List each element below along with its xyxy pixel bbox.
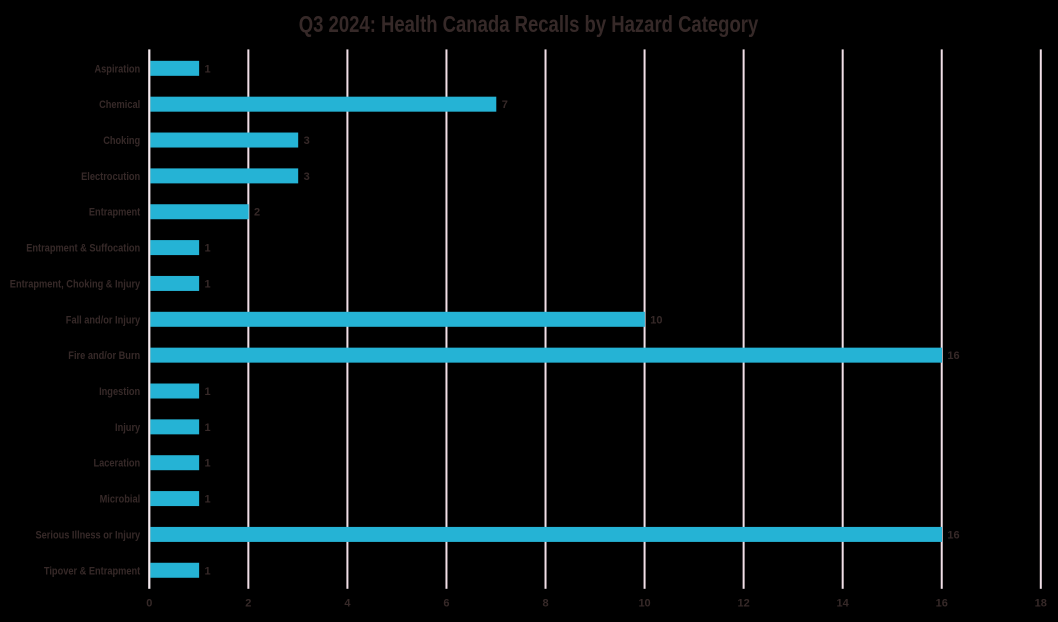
svg-text:Serious Illness or Injury: Serious Illness or Injury bbox=[36, 529, 141, 541]
svg-text:1: 1 bbox=[205, 458, 211, 470]
svg-text:Entrapment, Choking & Injury: Entrapment, Choking & Injury bbox=[10, 278, 141, 290]
svg-text:6: 6 bbox=[443, 598, 449, 610]
svg-text:Aspiration: Aspiration bbox=[95, 63, 141, 75]
svg-text:16: 16 bbox=[936, 598, 948, 610]
svg-text:1: 1 bbox=[205, 386, 211, 398]
svg-text:1: 1 bbox=[205, 278, 211, 290]
svg-text:1: 1 bbox=[205, 63, 211, 75]
svg-text:10: 10 bbox=[638, 598, 650, 610]
svg-text:Laceration: Laceration bbox=[94, 458, 141, 470]
svg-text:2: 2 bbox=[254, 207, 260, 219]
svg-text:1: 1 bbox=[205, 494, 211, 506]
svg-text:Entrapment: Entrapment bbox=[89, 207, 141, 219]
svg-text:Choking: Choking bbox=[103, 135, 140, 147]
svg-text:3: 3 bbox=[304, 171, 310, 183]
svg-text:3: 3 bbox=[304, 135, 310, 147]
svg-text:1: 1 bbox=[205, 422, 211, 434]
svg-text:Tipover & Entrapment: Tipover & Entrapment bbox=[44, 565, 141, 577]
svg-text:Q3 2024: Health Canada Recalls: Q3 2024: Health Canada Recalls by Hazard… bbox=[299, 11, 759, 37]
svg-text:10: 10 bbox=[650, 314, 662, 326]
svg-text:16: 16 bbox=[947, 529, 959, 541]
svg-text:7: 7 bbox=[502, 99, 508, 111]
svg-text:18: 18 bbox=[1035, 598, 1047, 610]
svg-text:Injury: Injury bbox=[115, 422, 141, 434]
svg-text:0: 0 bbox=[146, 598, 152, 610]
svg-text:Ingestion: Ingestion bbox=[99, 386, 140, 398]
svg-text:1: 1 bbox=[205, 243, 211, 255]
svg-text:8: 8 bbox=[542, 598, 548, 610]
svg-text:1: 1 bbox=[205, 565, 211, 577]
svg-text:16: 16 bbox=[947, 350, 959, 362]
svg-text:Fall and/or Injury: Fall and/or Injury bbox=[66, 314, 141, 326]
svg-text:4: 4 bbox=[344, 598, 351, 610]
svg-text:Fire and/or Burn: Fire and/or Burn bbox=[68, 350, 140, 362]
svg-text:14: 14 bbox=[837, 598, 850, 610]
svg-text:12: 12 bbox=[737, 598, 749, 610]
svg-text:Microbial: Microbial bbox=[100, 494, 141, 506]
svg-text:Electrocution: Electrocution bbox=[81, 171, 140, 183]
svg-text:Chemical: Chemical bbox=[99, 99, 140, 111]
svg-text:Entrapment & Suffocation: Entrapment & Suffocation bbox=[26, 243, 140, 255]
svg-text:2: 2 bbox=[245, 598, 251, 610]
